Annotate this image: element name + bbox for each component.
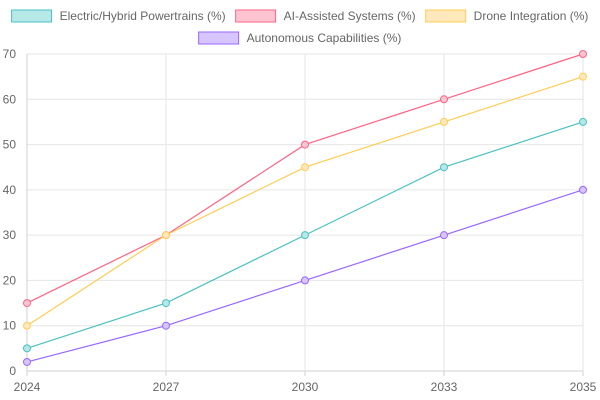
y-tick-label: 70 <box>3 47 17 61</box>
legend-item[interactable]: AI-Assisted Systems (%) <box>235 9 416 23</box>
y-tick-label: 0 <box>9 364 16 378</box>
data-point[interactable] <box>23 344 31 353</box>
x-tick-label: 2033 <box>431 380 458 394</box>
series-group <box>23 185 587 366</box>
legend-swatch <box>235 9 277 23</box>
x-tick-label: 2027 <box>153 380 180 394</box>
data-point[interactable] <box>440 95 448 104</box>
data-point[interactable] <box>440 231 448 240</box>
legend-label: Drone Integration (%) <box>474 9 589 23</box>
data-point[interactable] <box>23 299 31 308</box>
data-point[interactable] <box>579 117 587 126</box>
data-point[interactable] <box>579 185 587 194</box>
series-group <box>23 117 587 353</box>
y-tick-label: 20 <box>3 273 17 287</box>
data-point[interactable] <box>162 299 170 308</box>
data-point[interactable] <box>440 163 448 172</box>
legend-swatch <box>11 9 53 23</box>
chart-grid <box>26 53 584 372</box>
legend-item[interactable]: Electric/Hybrid Powertrains (%) <box>11 9 226 23</box>
x-tick-label: 2035 <box>570 380 597 394</box>
data-point[interactable] <box>162 231 170 240</box>
x-tick-label: 2024 <box>14 380 41 394</box>
y-tick-label: 60 <box>3 92 17 106</box>
data-point[interactable] <box>579 50 587 58</box>
chart-series <box>23 50 587 366</box>
data-point[interactable] <box>23 357 31 366</box>
x-axis: 2024 2027 2030 2033 2035 <box>14 371 597 394</box>
y-axis: 0 10 20 30 40 50 60 70 <box>3 47 17 378</box>
data-point[interactable] <box>579 72 587 81</box>
data-point[interactable] <box>301 231 309 240</box>
legend-swatch <box>425 9 467 23</box>
legend-swatch <box>198 31 240 45</box>
x-tick-label: 2030 <box>292 380 319 394</box>
legend-label: AI-Assisted Systems (%) <box>284 9 416 23</box>
y-tick-label: 50 <box>3 138 17 152</box>
data-point[interactable] <box>23 321 31 330</box>
legend-item[interactable]: Autonomous Capabilities (%) <box>198 31 402 45</box>
series-group <box>23 72 587 330</box>
chart-legend: Electric/Hybrid Powertrains (%) AI-Assist… <box>11 9 589 45</box>
legend-label: Electric/Hybrid Powertrains (%) <box>60 9 226 23</box>
y-tick-label: 40 <box>3 183 17 197</box>
data-point[interactable] <box>162 321 170 330</box>
data-point[interactable] <box>301 163 309 172</box>
legend-label: Autonomous Capabilities (%) <box>247 31 402 45</box>
legend-item[interactable]: Drone Integration (%) <box>425 9 589 23</box>
y-tick-label: 30 <box>3 228 17 242</box>
y-tick-label: 10 <box>3 319 17 333</box>
data-point[interactable] <box>301 140 309 149</box>
data-point[interactable] <box>440 117 448 126</box>
data-point[interactable] <box>301 276 309 285</box>
